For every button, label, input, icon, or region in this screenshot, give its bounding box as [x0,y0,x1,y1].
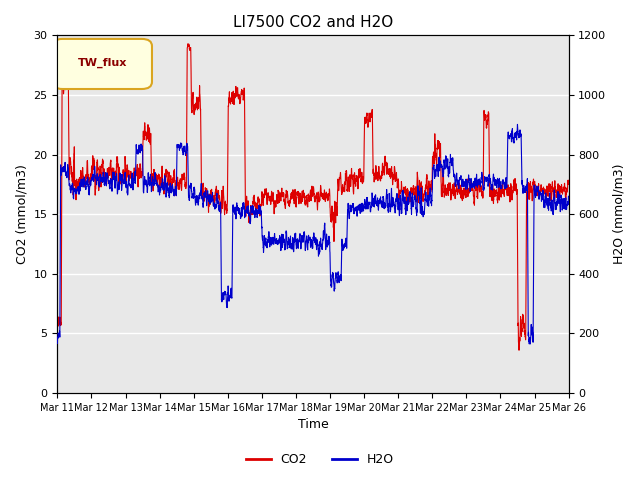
FancyBboxPatch shape [52,39,152,89]
Y-axis label: H2O (mmol/m3): H2O (mmol/m3) [612,164,625,264]
Y-axis label: CO2 (mmol/m3): CO2 (mmol/m3) [15,164,28,264]
Text: TW_flux: TW_flux [77,58,127,68]
Title: LI7500 CO2 and H2O: LI7500 CO2 and H2O [233,15,393,30]
X-axis label: Time: Time [298,419,328,432]
Legend: CO2, H2O: CO2, H2O [241,448,399,471]
